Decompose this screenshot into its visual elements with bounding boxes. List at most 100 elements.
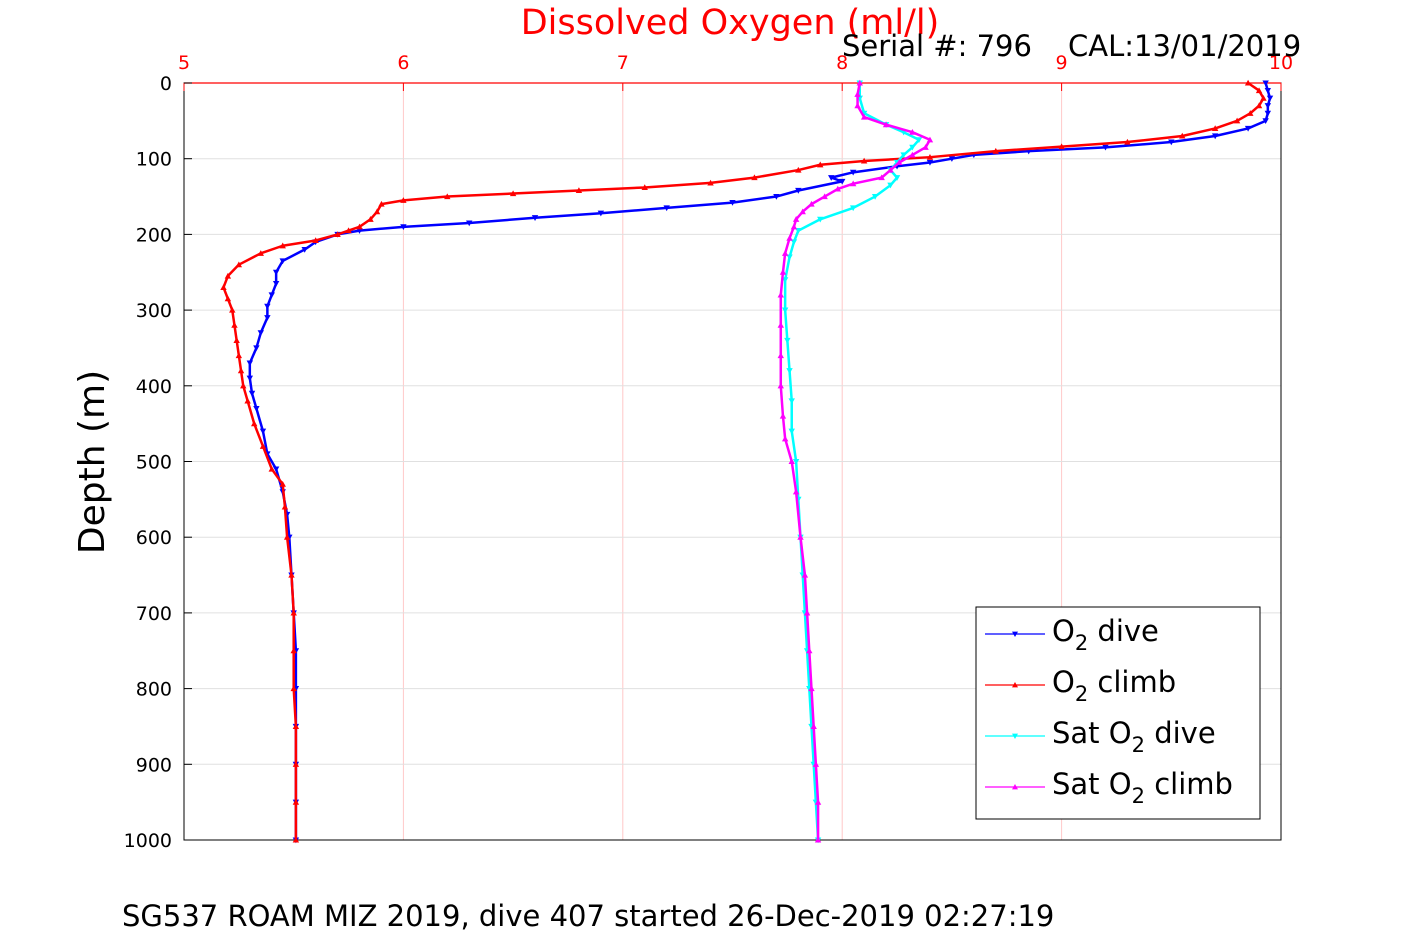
data-point — [288, 571, 295, 578]
data-point — [1244, 79, 1252, 86]
serial-number: Serial #: 796 — [842, 29, 1032, 63]
data-point — [268, 465, 275, 472]
legend-label-text: Sat O — [1052, 767, 1132, 801]
data-point — [1211, 133, 1219, 140]
data-point — [882, 121, 890, 128]
data-point — [828, 175, 835, 181]
data-point — [356, 223, 363, 230]
data-point — [854, 91, 861, 97]
data-point — [790, 239, 798, 246]
data-point — [808, 200, 815, 207]
data-point — [849, 205, 857, 212]
data-point — [1102, 144, 1109, 151]
data-point — [281, 503, 289, 510]
data-point — [290, 685, 297, 692]
data-point — [1266, 95, 1274, 102]
data-point — [788, 398, 795, 405]
y-tick-label: 200 — [136, 224, 172, 246]
x-tick-label: 5 — [178, 52, 190, 74]
data-point — [849, 169, 857, 176]
legend-label-subscript: 2 — [1132, 784, 1145, 808]
data-point — [887, 182, 894, 189]
data-point — [378, 200, 385, 207]
data-point — [1233, 117, 1241, 124]
data-point — [803, 609, 811, 616]
data-point — [814, 798, 822, 805]
data-point — [224, 272, 232, 279]
x-tick-label: 10 — [1269, 52, 1293, 74]
data-point — [773, 193, 780, 200]
legend-label: Sat O2 dive — [1052, 716, 1216, 757]
data-point — [801, 571, 809, 578]
data-point — [334, 231, 341, 237]
legend-label-suffix: climb — [1088, 665, 1176, 699]
legend-label-suffix: dive — [1145, 716, 1216, 750]
x-tick-label: 8 — [836, 52, 848, 74]
data-point — [641, 184, 648, 191]
data-point — [290, 647, 297, 654]
data-point — [777, 291, 784, 298]
data-point — [1124, 138, 1131, 145]
data-point — [784, 337, 791, 344]
data-point — [253, 345, 260, 352]
data-point — [400, 224, 407, 231]
data-point — [367, 216, 374, 222]
data-point — [1247, 110, 1254, 116]
data-point — [849, 180, 857, 187]
data-point — [860, 113, 868, 120]
data-point — [814, 836, 822, 843]
data-point — [509, 190, 517, 197]
legend-label-suffix: climb — [1145, 767, 1233, 801]
dive-caption: SG537 ROAM MIZ 2019, dive 407 started 26… — [122, 899, 1054, 933]
data-point — [1264, 103, 1272, 109]
data-point — [356, 228, 363, 234]
legend-item: Sat O2 climb — [985, 767, 1233, 808]
series-1 — [220, 79, 1267, 843]
data-point — [788, 428, 795, 435]
data-point — [707, 179, 714, 186]
data-point — [1262, 80, 1269, 87]
data-point — [834, 185, 842, 192]
data-point — [290, 609, 297, 616]
y-tick-label: 400 — [136, 376, 172, 398]
data-point — [229, 306, 236, 313]
data-point — [240, 382, 247, 389]
data-point — [777, 352, 784, 359]
data-point — [257, 250, 264, 256]
data-point — [1058, 143, 1065, 150]
data-point — [795, 228, 802, 234]
y-tick-label: 800 — [136, 679, 172, 701]
data-point — [878, 174, 885, 181]
data-point — [373, 208, 381, 215]
legend-label-text: O — [1052, 665, 1075, 699]
data-point — [268, 292, 275, 299]
data-point — [1262, 118, 1269, 125]
data-point — [860, 157, 868, 164]
legend-label: Sat O2 climb — [1052, 767, 1233, 808]
data-point — [1179, 132, 1186, 139]
data-point — [909, 129, 916, 135]
data-point — [795, 187, 802, 194]
data-point — [812, 761, 820, 767]
y-tick-label: 100 — [136, 149, 172, 171]
legend-item: O2 climb — [985, 665, 1176, 706]
legend-marker — [1012, 631, 1018, 637]
data-point — [871, 193, 879, 200]
data-point — [1260, 94, 1267, 101]
data-point — [821, 193, 828, 200]
data-point — [790, 223, 798, 230]
legend-label-subscript: 2 — [1075, 631, 1088, 655]
data-point — [531, 215, 539, 221]
data-point — [781, 307, 789, 314]
grid — [183, 82, 1282, 841]
data-point — [792, 458, 800, 465]
data-point — [292, 836, 300, 843]
data-point — [246, 360, 254, 367]
data-point — [292, 761, 300, 767]
data-point — [257, 330, 264, 337]
series-line — [222, 81, 1265, 840]
data-point — [779, 412, 787, 419]
data-point — [896, 159, 903, 166]
data-point — [779, 269, 787, 275]
